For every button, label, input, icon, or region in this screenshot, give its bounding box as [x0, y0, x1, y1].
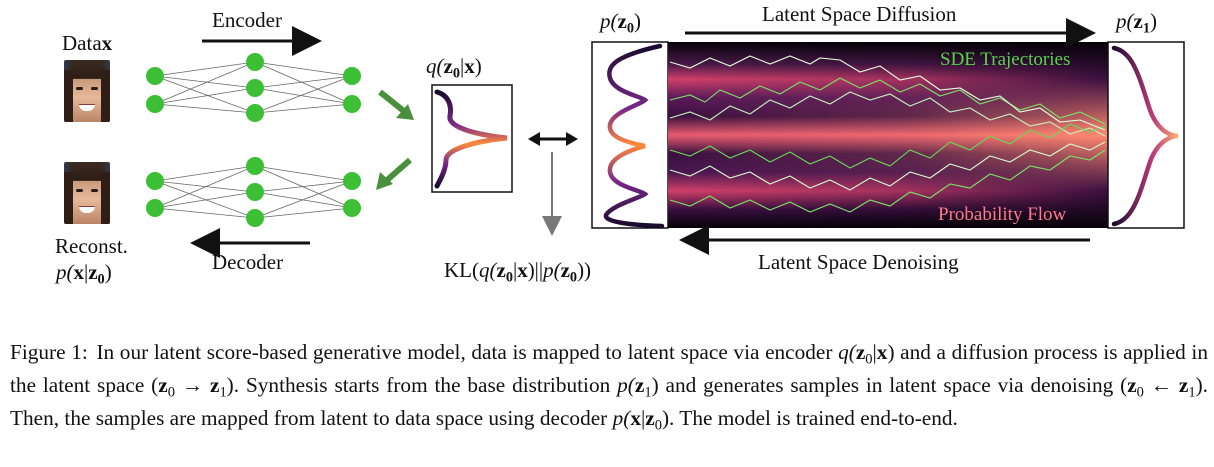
probability-flow-label: Probability Flow [938, 204, 1067, 225]
sde-trajectories-label: SDE Trajectories [940, 49, 1071, 70]
diffusion-heatmap [668, 42, 1108, 228]
figure-number: Figure 1: [10, 340, 88, 364]
prior-z1-label: p(z1) [1116, 9, 1157, 37]
figure-caption: Figure 1: In our latent score-based gene… [10, 340, 1209, 434]
input-face-image [64, 60, 110, 122]
diffusion-label: Latent Space Diffusion [762, 2, 957, 26]
reconst-label: Reconst. [55, 234, 128, 258]
reconst-dist-label: p(x|z0) [56, 260, 112, 288]
data-label: Datax [62, 31, 113, 55]
decoder-label: Decoder [212, 250, 284, 274]
kl-label: KL(q(z0|x)||p(z0)) [444, 258, 592, 286]
prior-z0-label: p(z0) [600, 9, 641, 37]
figure-graphic [146, 18, 1185, 258]
encoder-network [146, 53, 361, 122]
prior-z1-box [1107, 41, 1185, 229]
decoder-network [146, 157, 361, 227]
encoder-label: Encoder [212, 8, 282, 32]
kl-double-arrow [528, 132, 578, 146]
posterior-box [431, 84, 513, 193]
prior-z0-box [591, 41, 669, 229]
reconstructed-face-image [64, 162, 110, 224]
encode-green-arrow [378, 89, 414, 120]
decode-green-arrow [376, 157, 412, 190]
posterior-label: q(z0|x) [426, 54, 482, 82]
denoising-label: Latent Space Denoising [758, 250, 959, 274]
